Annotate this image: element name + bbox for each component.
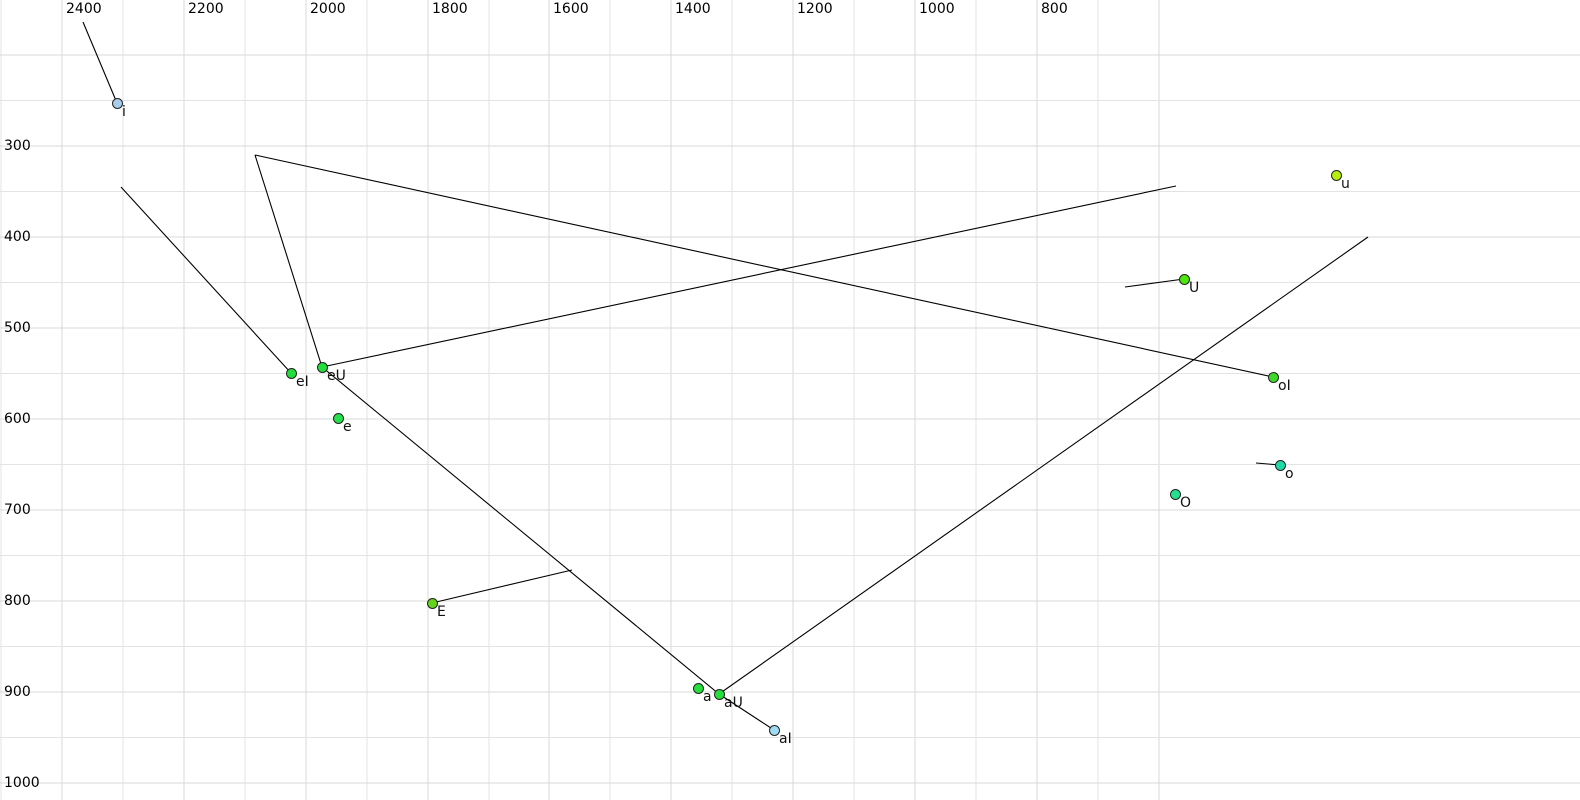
vowel-label-eI: eI [296,374,309,390]
trajectory-i-trace [82,21,118,104]
vowel-marker-O[interactable] [1170,489,1181,500]
x-tick-label: 1800 [432,1,468,17]
vowel-label-eU: eU [327,368,346,384]
x-tick-label: 2400 [66,1,102,17]
vowel-marker-U[interactable] [1179,274,1190,285]
vowel-label-O: O [1180,495,1192,511]
vowel-label-a: a [703,689,712,705]
vowel-marker-a[interactable] [693,683,704,694]
trajectory-eI-trace [120,186,292,374]
vowel-label-aI: aI [779,731,792,747]
trajectory-U-trace [1124,278,1185,288]
vowel-marker-E[interactable] [427,598,438,609]
vowel-label-aU: aU [724,695,743,711]
vowel-label-u: u [1341,176,1350,192]
horizontal-gridlines [0,54,1580,784]
y-tick-label: 700 [4,502,31,518]
y-tick-label: 300 [4,138,31,154]
vowel-marker-eU[interactable] [317,362,328,373]
vertical-gridlines [0,0,1160,800]
y-tick-label: 1000 [4,775,40,791]
vowel-label-i: i [122,104,126,120]
vowel-label-e: e [343,419,352,435]
y-tick-label: 600 [4,411,31,427]
vowel-marker-o[interactable] [1275,460,1286,471]
vowel-marker-oI[interactable] [1268,372,1279,383]
x-tick-label: 1600 [553,1,589,17]
formant-trajectories [82,21,1369,731]
y-tick-label: 900 [4,684,31,700]
y-tick-label: 400 [4,229,31,245]
vowel-marker-e[interactable] [333,413,344,424]
vowel-label-oI: oI [1278,378,1291,394]
x-tick-label: 2000 [310,1,346,17]
x-tick-label: 1400 [675,1,711,17]
vowel-label-o: o [1285,466,1294,482]
vowel-marker-i[interactable] [112,98,123,109]
x-tick-label: 1200 [797,1,833,17]
trajectory-eU-up-trace [321,185,1177,368]
x-tick-label: 1000 [919,1,955,17]
y-tick-label: 500 [4,320,31,336]
trajectory-E-trace [431,569,573,604]
vowel-marker-aI[interactable] [769,725,780,736]
x-tick-label: 2200 [188,1,224,17]
x-tick-label: 800 [1041,1,1068,17]
trajectory-oI-trace [254,154,1274,378]
vowel-marker-eI[interactable] [286,368,297,379]
trajectory-aU-trace [718,236,1369,695]
vowel-marker-aU[interactable] [714,689,725,700]
vowel-label-U: U [1189,280,1200,296]
vowel-label-E: E [437,604,446,620]
y-tick-label: 800 [4,593,31,609]
vowel-marker-u[interactable] [1331,170,1342,181]
trajectory-eU-trace [254,154,775,731]
